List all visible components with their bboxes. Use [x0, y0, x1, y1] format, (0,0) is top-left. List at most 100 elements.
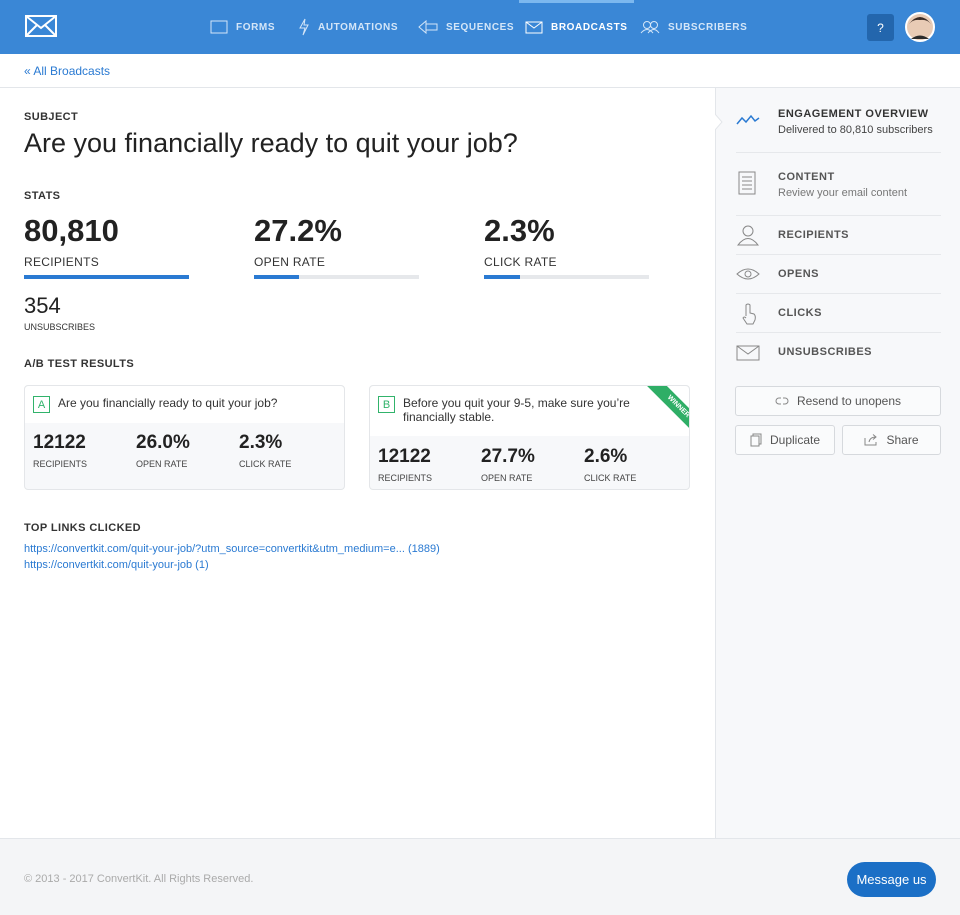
sidebar-item[interactable]: CONTENT Review your email content	[736, 153, 941, 216]
variant-stat-label: RECIPIENTS	[33, 459, 88, 469]
variant-stat-value: 26.0%	[136, 432, 190, 453]
stat-label: RECIPIENTS	[24, 255, 100, 269]
variant-stat-label: CLICK RATE	[584, 473, 637, 483]
icon-part: 12122 RECIPIENTS	[33, 432, 87, 469]
variant-subject: Are you financially ready to quit your j…	[58, 396, 278, 410]
icon-part	[750, 435, 760, 447]
icon-part	[525, 21, 543, 33]
nav-item[interactable]: SUBSCRIBERS	[640, 0, 747, 54]
nav-item[interactable]: FORMS	[210, 0, 275, 54]
icon-part	[418, 20, 438, 34]
icon-part	[299, 18, 309, 36]
nav-item[interactable]: AUTOMATIONS	[298, 0, 398, 54]
icon-part	[864, 434, 878, 446]
icon-part: 27.7% OPEN RATE	[481, 446, 535, 483]
sidebar-title: OPENS	[778, 268, 820, 280]
icon-part	[775, 397, 789, 405]
share-button[interactable]: Share	[842, 425, 941, 455]
icon-part	[775, 397, 789, 405]
logo[interactable]	[25, 15, 57, 37]
icon-part	[525, 21, 543, 33]
stat-value: 27.2%	[254, 213, 342, 248]
avatar[interactable]	[905, 12, 935, 42]
icon-part	[736, 238, 760, 246]
sidebar-item[interactable]: RECIPIENTS	[736, 216, 941, 255]
breadcrumb-bar: « All Broadcasts	[0, 54, 960, 88]
variant-letter: B	[378, 396, 395, 413]
stat-value: 2.3%	[484, 213, 555, 248]
icon-part	[736, 268, 760, 280]
footer: © 2013 - 2017 ConvertKit. All Rights Res…	[0, 838, 960, 915]
sidebar-title: ENGAGEMENT OVERVIEW	[778, 108, 929, 120]
copyright: © 2013 - 2017 ConvertKit. All Rights Res…	[24, 873, 254, 885]
stat-bar	[254, 275, 419, 279]
icon-part: 12122 RECIPIENTS	[378, 446, 432, 483]
icon-part	[736, 268, 760, 280]
icon-part	[742, 176, 752, 190]
top-bar: FORMS AUTOMATIONS SEQUENCES BROADCASTS S…	[0, 0, 960, 54]
sidebar-subtitle: Review your email content	[778, 187, 908, 199]
variant-stat-value: 12122	[33, 432, 86, 453]
stat-label: OPEN RATE	[254, 255, 326, 269]
sidebar-item[interactable]: OPENS	[736, 255, 941, 294]
variant-stat-label: CLICK RATE	[239, 459, 292, 469]
nav-label: BROADCASTS	[551, 21, 628, 33]
icon-part	[25, 15, 57, 37]
nav-item[interactable]: BROADCASTS	[519, 0, 634, 54]
help-button[interactable]: ?	[867, 14, 894, 41]
breadcrumb-link[interactable]: « All Broadcasts	[24, 64, 111, 78]
resend-button[interactable]: Resend to unopens	[735, 386, 941, 416]
variant-letter: A	[33, 396, 50, 413]
icon-part	[736, 225, 760, 246]
icon-part	[525, 21, 543, 29]
icon-part	[736, 114, 760, 125]
unsubscribes-value: 354	[24, 293, 61, 318]
stat-bar	[484, 275, 649, 279]
icon-part: 2.3% CLICK RATE	[239, 432, 291, 469]
stat: 80,810 RECIPIENTS	[24, 213, 189, 279]
icon-part	[744, 270, 752, 278]
variant-stat-value: 2.6%	[584, 446, 628, 467]
nav-label: SEQUENCES	[446, 21, 515, 33]
duplicate-button[interactable]: Duplicate	[735, 425, 835, 455]
section-label: TOP LINKS CLICKED	[24, 522, 142, 534]
variant-stat-value: 2.3%	[239, 432, 283, 453]
stat: 2.3% CLICK RATE	[484, 213, 649, 279]
icon-part	[742, 303, 756, 325]
nav-label: AUTOMATIONS	[318, 21, 399, 33]
sidebar-item[interactable]: UNSUBSCRIBES	[736, 333, 941, 372]
variant-subject: Before you quit your 9-5, make sure you’…	[403, 396, 630, 424]
icon-part	[418, 20, 438, 34]
icon-part	[210, 20, 228, 34]
icon-part	[742, 303, 756, 325]
button-label: Share	[886, 433, 919, 447]
icon-part	[643, 21, 651, 29]
nav-item[interactable]: SEQUENCES	[418, 0, 514, 54]
variant-stat-value: 12122	[378, 446, 431, 467]
icon-part	[650, 21, 658, 29]
icon-part: ENGAGEMENT OVERVIEW Delivered to 80,810 s…	[778, 108, 933, 136]
section-label: SUBJECT	[24, 111, 79, 123]
icon-part: 26.0% OPEN RATE	[136, 432, 190, 469]
sidebar-item[interactable]: CLICKS	[736, 294, 941, 333]
icon-part	[715, 114, 723, 130]
stat-value: 80,810	[24, 213, 119, 248]
icon-part	[738, 171, 756, 195]
icon-part	[909, 17, 931, 24]
top-link[interactable]: https://convertkit.com/quit-your-job/?ut…	[24, 543, 440, 555]
variant-stat-label: RECIPIENTS	[378, 473, 433, 483]
top-link[interactable]: https://convertkit.com/quit-your-job (1)	[24, 559, 209, 571]
variant-stat-label: OPEN RATE	[481, 473, 533, 483]
icon-part	[210, 20, 228, 34]
chat-button[interactable]: Message us	[847, 862, 936, 897]
bar-fill	[24, 275, 189, 279]
button-label: Duplicate	[769, 433, 821, 447]
icon-part	[738, 171, 756, 195]
icon-part	[736, 345, 760, 361]
icon-part	[911, 35, 929, 39]
sidebar-subtitle: Delivered to 80,810 subscribers	[778, 124, 933, 136]
sidebar-title: CLICKS	[778, 307, 822, 319]
sidebar-item[interactable]: ENGAGEMENT OVERVIEW Delivered to 80,810 s…	[736, 88, 941, 153]
sidebar-title: CONTENT	[778, 171, 835, 183]
